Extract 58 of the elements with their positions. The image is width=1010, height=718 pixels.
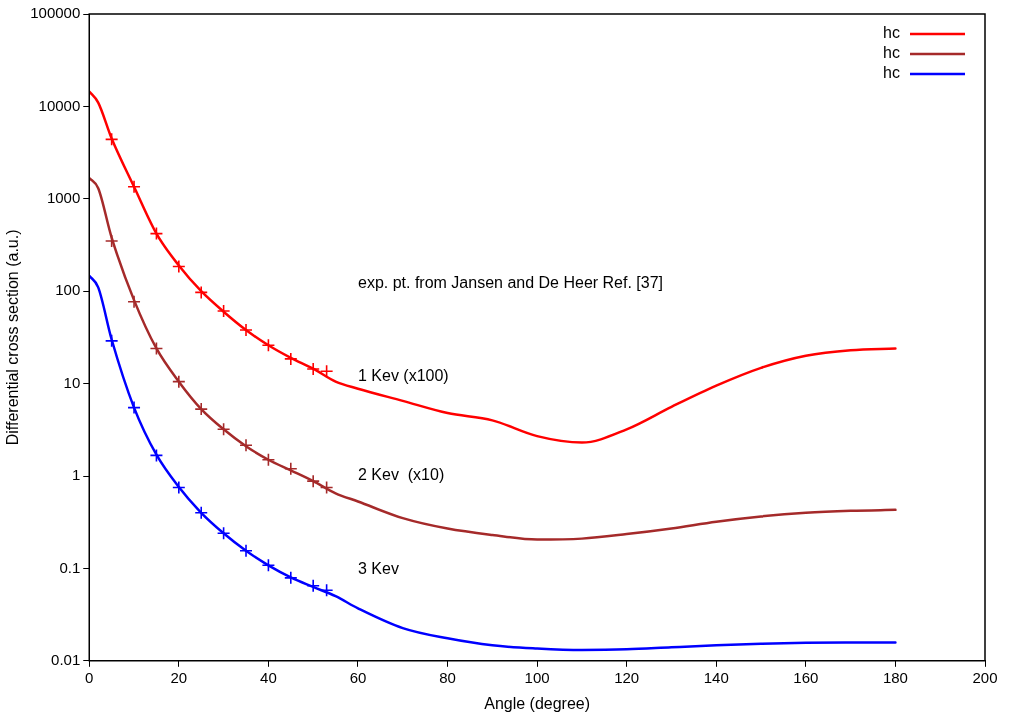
- point: [149, 448, 164, 463]
- point: [172, 374, 186, 389]
- x-tick-label: 0: [85, 668, 94, 686]
- legend-label: hc: [883, 44, 900, 62]
- point: [216, 422, 231, 437]
- point: [306, 474, 320, 488]
- y-tick-label: 1: [71, 466, 81, 484]
- y-axis-title: Differential cross section (a.u.): [4, 229, 22, 446]
- point: [127, 294, 141, 309]
- x-tick-label: 160: [793, 668, 819, 686]
- x-tick-label: 60: [349, 668, 367, 686]
- point: [261, 558, 276, 573]
- point: [261, 338, 276, 353]
- x-tick-label: 80: [439, 668, 456, 686]
- point: [172, 259, 186, 274]
- y-tick-label: 100: [55, 281, 81, 299]
- legend-label: hc: [883, 64, 900, 82]
- x-tick-label: 20: [170, 668, 188, 686]
- y-tick-label: 0.1: [59, 558, 81, 576]
- point: [194, 505, 209, 520]
- x-tick-label: 140: [703, 668, 729, 686]
- point: [194, 402, 209, 416]
- y-tick-label: 10: [63, 373, 81, 391]
- annotation: 1 Kev (x100): [357, 366, 449, 384]
- point: [239, 544, 253, 558]
- x-axis-title: Angle (degree): [484, 694, 591, 712]
- point: [127, 179, 141, 194]
- point: [104, 132, 119, 147]
- x-tick-label: 120: [614, 668, 640, 686]
- x-tick-label: 40: [260, 668, 277, 686]
- x-tick-label: 200: [972, 668, 998, 686]
- point: [319, 480, 334, 495]
- legend-label: hc: [883, 24, 900, 42]
- x-tick-label: 180: [882, 668, 908, 686]
- y-tick-label: 100000: [30, 4, 81, 22]
- x-tick-label: 100: [524, 668, 550, 686]
- point: [149, 341, 164, 356]
- point: [306, 362, 320, 376]
- line-series: [89, 176, 897, 541]
- point: [261, 452, 276, 467]
- point: [216, 304, 231, 318]
- annotation: exp. pt. from Jansen and De Heer Ref. [37]: [357, 274, 664, 292]
- point: [172, 480, 186, 495]
- point: [149, 226, 164, 241]
- point: [239, 438, 253, 453]
- point: [284, 571, 298, 585]
- point: [194, 285, 209, 300]
- point: [127, 400, 141, 415]
- y-tick-label: 1000: [46, 188, 81, 206]
- point: [216, 526, 231, 541]
- annotation: 2 Kev (x10): [357, 466, 445, 484]
- line-series: [89, 274, 897, 652]
- point: [239, 323, 253, 337]
- y-tick-label: 10000: [38, 96, 81, 114]
- point: [284, 352, 298, 366]
- y-tick-label: 0.01: [51, 650, 81, 668]
- line-series: [89, 90, 897, 444]
- annotation: 3 Kev: [357, 560, 399, 578]
